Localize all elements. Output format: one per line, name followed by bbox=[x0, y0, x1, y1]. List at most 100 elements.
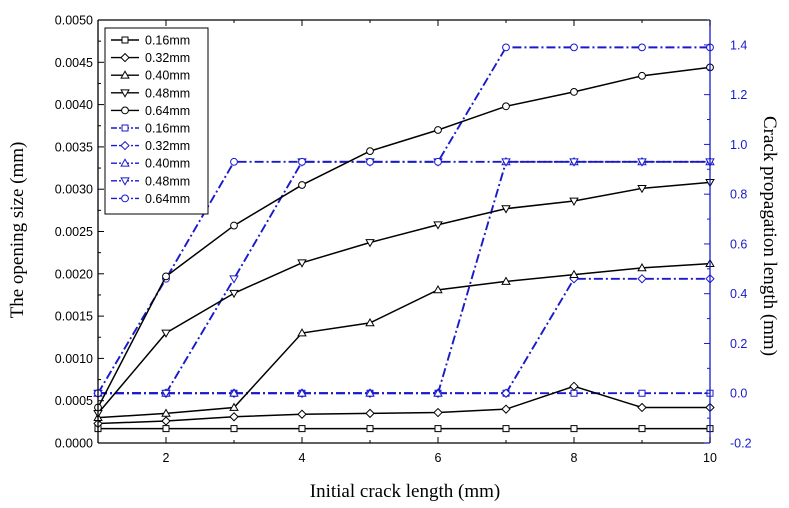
data-point bbox=[230, 221, 238, 230]
opening-size-series-4 bbox=[94, 63, 714, 412]
data-point bbox=[161, 389, 171, 399]
left-y-tick-label: 0.0045 bbox=[55, 56, 93, 70]
data-point bbox=[502, 43, 510, 52]
right-y-tick-label: 0.6 bbox=[730, 237, 747, 251]
legend-entry: 0.48mm bbox=[145, 86, 190, 100]
data-point bbox=[569, 269, 579, 279]
series-line bbox=[97, 66, 711, 408]
data-point bbox=[569, 158, 579, 167]
legend-marker bbox=[121, 36, 129, 44]
data-point bbox=[365, 239, 375, 248]
data-point bbox=[637, 274, 647, 284]
data-point bbox=[365, 408, 375, 419]
data-point bbox=[638, 425, 646, 433]
legend-entry: 0.16mm bbox=[145, 34, 190, 48]
x-tick-label: 6 bbox=[435, 451, 442, 465]
opening-size-series-1 bbox=[93, 381, 715, 429]
left-y-tick-label: 0.0040 bbox=[55, 98, 93, 112]
data-point bbox=[365, 317, 375, 327]
x-tick-label: 10 bbox=[703, 451, 717, 465]
x-tick-label: 4 bbox=[299, 451, 306, 465]
data-point bbox=[637, 262, 647, 272]
legend-marker bbox=[121, 124, 129, 132]
legend-entry: 0.16mm bbox=[145, 122, 190, 136]
left-y-tick-label: 0.0010 bbox=[55, 352, 93, 366]
legend-entry: 0.64mm bbox=[145, 104, 190, 118]
data-point bbox=[433, 284, 443, 294]
data-point bbox=[298, 157, 306, 166]
data-point bbox=[433, 388, 443, 397]
data-point bbox=[230, 425, 238, 433]
data-point bbox=[501, 205, 511, 214]
x-axis-title: Initial crack length (mm) bbox=[310, 481, 500, 502]
x-tick-label: 8 bbox=[571, 451, 578, 465]
crack-length-series-6 bbox=[93, 274, 715, 398]
right-y-tick-label: -0.2 bbox=[730, 437, 752, 451]
data-point bbox=[298, 181, 306, 189]
opening-size-series-2 bbox=[93, 258, 715, 422]
data-point bbox=[162, 425, 170, 433]
legend-entry: 0.32mm bbox=[145, 51, 190, 65]
data-point bbox=[569, 381, 579, 392]
left-y-tick-label: 0.0035 bbox=[55, 140, 93, 154]
data-point bbox=[637, 184, 647, 194]
left-y-tick-label: 0.0015 bbox=[55, 310, 93, 324]
data-point bbox=[638, 43, 646, 52]
data-point bbox=[161, 329, 171, 338]
legend-marker bbox=[120, 89, 130, 98]
legend-entry: 0.40mm bbox=[145, 69, 190, 83]
series-line bbox=[98, 277, 710, 395]
data-point bbox=[161, 416, 171, 426]
data-point bbox=[229, 289, 239, 299]
data-point bbox=[637, 158, 647, 167]
data-point bbox=[638, 71, 646, 80]
data-point bbox=[434, 425, 442, 433]
opening-size-series-3 bbox=[93, 179, 715, 419]
axes: 2 4 6 8 100.00000.00050.00100.00150.00200.00… bbox=[55, 14, 752, 466]
data-point bbox=[638, 389, 646, 397]
data-point bbox=[298, 425, 306, 433]
right-y-tick-label: 1.2 bbox=[730, 88, 747, 102]
data-point bbox=[297, 259, 307, 268]
series-line bbox=[97, 385, 710, 425]
data-point bbox=[433, 407, 443, 418]
right-y-tick-label: 0.0 bbox=[730, 387, 747, 401]
data-point bbox=[229, 275, 239, 284]
legend-marker bbox=[121, 194, 129, 203]
right-y-axis-title: Crack propagation length (mm) bbox=[759, 116, 780, 356]
data-point bbox=[229, 388, 239, 397]
legend-marker bbox=[121, 106, 129, 115]
legend-marker bbox=[120, 70, 130, 79]
legend-marker bbox=[120, 140, 130, 151]
left-y-tick-label: 0.0050 bbox=[55, 14, 93, 28]
data-point bbox=[162, 272, 170, 281]
data-point bbox=[229, 402, 239, 411]
legend-marker bbox=[120, 177, 130, 186]
legend-entry: 0.64mm bbox=[145, 192, 190, 206]
x-tick-label: 2 bbox=[163, 451, 170, 465]
data-point bbox=[570, 43, 578, 52]
data-point bbox=[297, 328, 307, 337]
data-point bbox=[434, 126, 442, 134]
data-point bbox=[501, 388, 511, 398]
data-point bbox=[501, 404, 511, 414]
data-point bbox=[297, 409, 307, 419]
data-point bbox=[434, 157, 442, 166]
opening-size-series-0 bbox=[94, 425, 714, 433]
left-y-tick-label: 0.0000 bbox=[55, 437, 93, 451]
data-point bbox=[501, 158, 511, 167]
data-point bbox=[501, 276, 511, 285]
data-point bbox=[637, 402, 647, 413]
left-y-tick-label: 0.0030 bbox=[55, 183, 93, 197]
data-point bbox=[569, 197, 579, 206]
left-y-tick-label: 0.0025 bbox=[55, 225, 93, 239]
data-point bbox=[570, 425, 578, 433]
right-y-tick-label: 0.8 bbox=[730, 188, 747, 202]
data-point bbox=[297, 388, 307, 397]
legend-entry: 0.40mm bbox=[145, 157, 190, 171]
left-y-tick-label: 0.0005 bbox=[55, 394, 93, 408]
data-point bbox=[366, 147, 374, 156]
data-point bbox=[365, 388, 375, 397]
series-line bbox=[97, 46, 710, 394]
